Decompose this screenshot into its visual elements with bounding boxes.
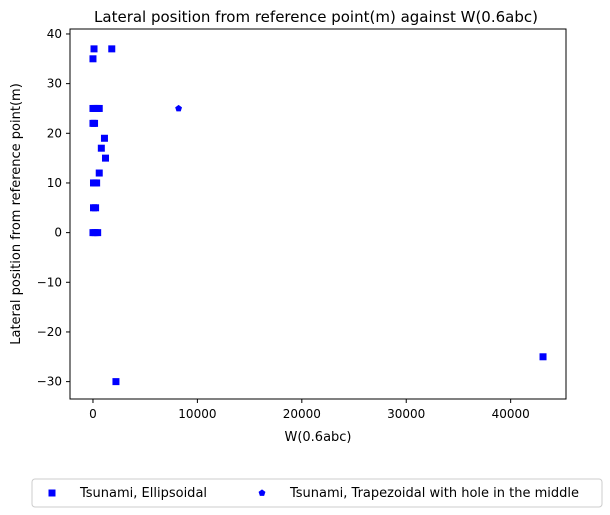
y-tick-label: 40 [47,27,62,41]
plot-frame [69,28,567,400]
y-tick-label: 30 [47,77,62,91]
data-point-series-2 [175,104,183,112]
chart-title: Lateral position from reference point(m)… [94,8,538,26]
x-tick-label: 40000 [492,407,530,421]
y-tick-label: −30 [37,375,62,389]
data-point-series-1 [539,353,547,361]
x-tick-label: 0 [89,407,97,421]
y-axis-label: Lateral position from reference point(m) [9,83,24,345]
data-point-series-1 [90,45,98,53]
x-axis-label: W(0.6abc) [284,430,351,445]
legend-marker-series-2 [258,489,266,496]
x-tick-label: 20000 [283,407,321,421]
legend-label-series-1: Tsunami, Ellipsoidal [79,486,207,501]
data-point-series-1 [95,104,103,112]
data-point-series-1 [92,204,100,212]
data-point-series-1 [100,134,108,142]
data-point-series-1 [97,144,105,152]
data-point-series-1 [112,378,120,386]
y-tick-label: −20 [37,325,62,339]
plot-area [89,45,547,386]
data-point-series-1 [94,229,102,237]
data-point-series-1 [108,45,116,53]
data-point-series-1 [102,154,110,162]
y-tick-label: 10 [47,176,62,190]
y-axis: −30 −20 −10 0 10 20 30 40 [37,27,70,389]
y-tick-label: 0 [54,226,62,240]
y-tick-label: 20 [47,126,62,140]
x-tick-label: 30000 [387,407,425,421]
legend-label-series-2: Tsunami, Trapezoidal with hole in the mi… [289,486,579,501]
legend-frame [31,478,603,508]
data-point-series-1 [91,119,99,127]
x-tick-label: 10000 [178,407,216,421]
x-axis: 0 10000 20000 30000 40000 [89,399,530,421]
data-point-series-1 [93,179,101,187]
legend: Tsunami, Ellipsoidal Tsunami, Trapezoidal… [31,478,603,508]
legend-marker-series-1 [48,489,56,497]
data-point-series-1 [89,55,97,63]
data-point-series-1 [95,169,103,177]
y-tick-label: −10 [37,275,62,289]
